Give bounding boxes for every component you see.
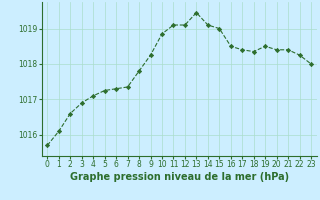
X-axis label: Graphe pression niveau de la mer (hPa): Graphe pression niveau de la mer (hPa) [70,172,289,182]
